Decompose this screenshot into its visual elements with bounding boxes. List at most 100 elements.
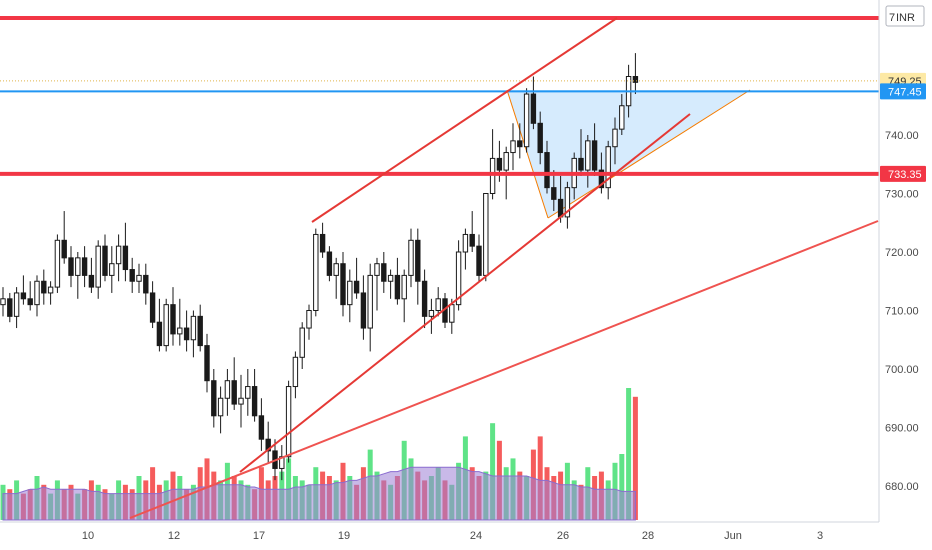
candle-body xyxy=(27,298,33,306)
candle-body xyxy=(591,140,598,171)
candle xyxy=(129,257,135,293)
y-tick-label: 730.00 xyxy=(885,189,919,201)
x-tick-label: 3 xyxy=(817,530,823,542)
candle xyxy=(537,111,543,165)
candle-body xyxy=(503,152,509,171)
currency-badge-box[interactable] xyxy=(885,5,925,27)
time-axis: 10 12 17 19 24 26 28 Jun 3 xyxy=(0,521,879,542)
candle-body xyxy=(170,304,176,335)
candle-body xyxy=(183,327,190,341)
candle-body xyxy=(163,304,169,347)
candle-body xyxy=(537,122,543,154)
candle xyxy=(217,386,224,434)
candle xyxy=(109,246,115,293)
candle xyxy=(340,252,346,317)
candle-body xyxy=(530,93,537,124)
triangle-edge-left[interactable] xyxy=(506,89,549,219)
candle-body xyxy=(41,280,47,294)
candle-body xyxy=(455,251,462,306)
channel-upper-line[interactable] xyxy=(311,17,618,223)
candle xyxy=(551,170,557,212)
candle-body xyxy=(95,245,101,288)
candle xyxy=(224,369,231,416)
candle xyxy=(204,333,210,393)
y-tick-label: 720.00 xyxy=(885,247,919,259)
candles-layer xyxy=(0,53,639,481)
candle xyxy=(381,252,387,293)
candle xyxy=(163,298,169,352)
candle xyxy=(285,380,292,463)
candle-body xyxy=(217,397,224,417)
candle xyxy=(374,257,380,311)
candle xyxy=(170,287,176,346)
candle-body xyxy=(551,187,557,200)
price-label-box xyxy=(880,83,926,100)
candle xyxy=(408,228,414,288)
candle-body xyxy=(619,105,625,130)
candle-body xyxy=(483,193,489,276)
candle-body xyxy=(347,280,353,306)
candle xyxy=(143,263,149,305)
candle-body xyxy=(489,157,496,194)
candle-body xyxy=(408,239,414,276)
candle xyxy=(367,263,373,352)
candle xyxy=(292,351,299,399)
volume-layer xyxy=(0,388,638,521)
candle-body xyxy=(285,386,292,458)
candle xyxy=(483,193,489,282)
candle-body xyxy=(319,233,326,253)
candle-body xyxy=(156,321,163,347)
candle-body xyxy=(7,298,13,317)
candle xyxy=(122,222,129,282)
candle-body xyxy=(313,233,319,311)
candle-body xyxy=(13,292,20,317)
candle-body xyxy=(401,274,407,300)
candle-body xyxy=(387,274,394,282)
candle-body xyxy=(129,269,135,282)
corner-badge[interactable]: 7 INR xyxy=(885,5,925,27)
channel-lower-line[interactable] xyxy=(239,113,691,473)
candle-body xyxy=(88,274,95,288)
candle xyxy=(231,357,237,410)
candle xyxy=(619,94,625,135)
candle xyxy=(632,53,639,95)
candle xyxy=(258,398,265,451)
candle-body xyxy=(517,140,523,148)
candle xyxy=(54,234,61,293)
candle xyxy=(0,287,6,317)
candle-body xyxy=(204,345,210,382)
long-trend-line[interactable] xyxy=(129,220,879,519)
candle-body xyxy=(523,93,530,148)
candle-body xyxy=(20,292,27,300)
candle-body xyxy=(598,169,605,189)
candle xyxy=(591,123,598,176)
y-tick-label: 710.00 xyxy=(885,306,919,318)
candle xyxy=(421,269,428,329)
candle xyxy=(183,310,190,352)
candle xyxy=(251,369,258,422)
candle-body xyxy=(0,298,6,306)
x-tick-label: 17 xyxy=(253,530,265,542)
candle xyxy=(353,257,360,299)
candle-body xyxy=(61,239,67,259)
drawing-layer xyxy=(0,16,932,519)
candle-body xyxy=(81,257,88,276)
candle-body xyxy=(496,157,503,171)
candle-body xyxy=(340,263,346,306)
candle xyxy=(435,287,441,317)
candle-body xyxy=(34,280,40,306)
triangle-edge-right[interactable] xyxy=(547,89,751,219)
candle xyxy=(7,292,13,323)
candle xyxy=(326,246,333,282)
candle-body xyxy=(102,245,108,276)
x-tick-label: 24 xyxy=(470,530,482,542)
candle-body xyxy=(394,274,401,300)
candle-body xyxy=(143,274,149,294)
candle xyxy=(13,287,20,329)
candle xyxy=(401,269,407,323)
volume-bar xyxy=(632,396,638,520)
candle-body xyxy=(258,415,265,440)
x-tick-label: 19 xyxy=(338,530,350,542)
